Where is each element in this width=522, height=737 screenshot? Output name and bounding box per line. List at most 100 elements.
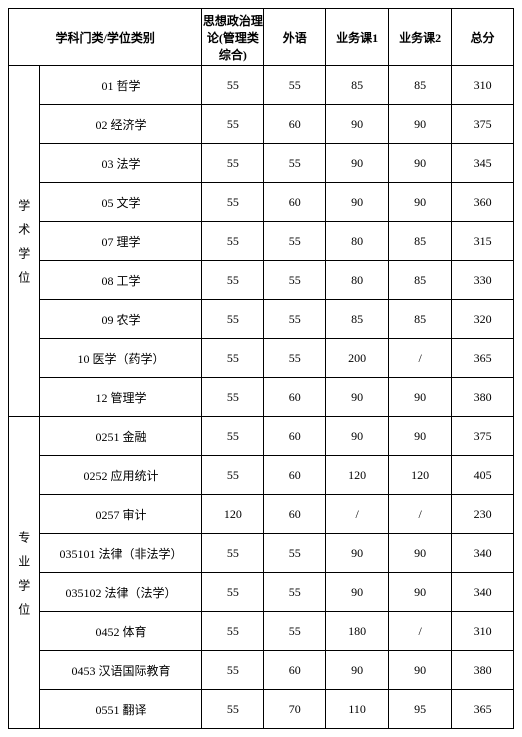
total-score: 365 [452, 690, 514, 729]
table-row: 10 医学（药学）5555200/365 [9, 339, 514, 378]
course1-score: 90 [326, 534, 389, 573]
table-row: 09 农学55558585320 [9, 300, 514, 339]
politics-score: 55 [202, 261, 264, 300]
foreign-score: 55 [264, 144, 326, 183]
course2-score: 90 [389, 573, 452, 612]
politics-score: 55 [202, 66, 264, 105]
politics-score: 55 [202, 573, 264, 612]
group-label: 专业学位 [9, 417, 40, 729]
total-score: 330 [452, 261, 514, 300]
politics-score: 55 [202, 378, 264, 417]
foreign-score: 55 [264, 222, 326, 261]
foreign-score: 55 [264, 612, 326, 651]
header-category: 学科门类/学位类别 [9, 9, 202, 66]
table-row: 07 理学55558085315 [9, 222, 514, 261]
politics-score: 55 [202, 417, 264, 456]
course1-score: 110 [326, 690, 389, 729]
subject-name: 08 工学 [40, 261, 202, 300]
foreign-score: 55 [264, 261, 326, 300]
politics-score: 55 [202, 144, 264, 183]
subject-name: 12 管理学 [40, 378, 202, 417]
subject-name: 0453 汉语国际教育 [40, 651, 202, 690]
politics-score: 55 [202, 456, 264, 495]
total-score: 380 [452, 378, 514, 417]
course1-score: 90 [326, 183, 389, 222]
total-score: 310 [452, 66, 514, 105]
table-row: 0452 体育5555180/310 [9, 612, 514, 651]
course1-score: 90 [326, 144, 389, 183]
politics-score: 55 [202, 183, 264, 222]
foreign-score: 60 [264, 456, 326, 495]
course2-score: 85 [389, 66, 452, 105]
course1-score: 90 [326, 105, 389, 144]
table-row: 0257 审计12060//230 [9, 495, 514, 534]
course1-score: 85 [326, 300, 389, 339]
table-body: 学术学位01 哲学5555858531002 经济学5560909037503 … [9, 66, 514, 729]
table-row: 08 工学55558085330 [9, 261, 514, 300]
course1-score: / [326, 495, 389, 534]
subject-name: 09 农学 [40, 300, 202, 339]
total-score: 320 [452, 300, 514, 339]
course1-score: 120 [326, 456, 389, 495]
politics-score: 55 [202, 222, 264, 261]
foreign-score: 60 [264, 105, 326, 144]
politics-score: 55 [202, 612, 264, 651]
table-row: 12 管理学55609090380 [9, 378, 514, 417]
table-row: 05 文学55609090360 [9, 183, 514, 222]
course1-score: 85 [326, 66, 389, 105]
table-row: 02 经济学55609090375 [9, 105, 514, 144]
course1-score: 200 [326, 339, 389, 378]
politics-score: 120 [202, 495, 264, 534]
header-course2: 业务课2 [389, 9, 452, 66]
course2-score: 95 [389, 690, 452, 729]
subject-name: 03 法学 [40, 144, 202, 183]
subject-name: 0452 体育 [40, 612, 202, 651]
subject-name: 05 文学 [40, 183, 202, 222]
course1-score: 90 [326, 378, 389, 417]
politics-score: 55 [202, 339, 264, 378]
subject-name: 07 理学 [40, 222, 202, 261]
course1-score: 90 [326, 417, 389, 456]
course1-score: 90 [326, 651, 389, 690]
politics-score: 55 [202, 690, 264, 729]
course1-score: 90 [326, 573, 389, 612]
subject-name: 0252 应用统计 [40, 456, 202, 495]
politics-score: 55 [202, 300, 264, 339]
politics-score: 55 [202, 105, 264, 144]
foreign-score: 60 [264, 417, 326, 456]
table-row: 0252 应用统计5560120120405 [9, 456, 514, 495]
course2-score: 90 [389, 534, 452, 573]
total-score: 310 [452, 612, 514, 651]
table-row: 学术学位01 哲学55558585310 [9, 66, 514, 105]
course2-score: 85 [389, 222, 452, 261]
subject-name: 0551 翻译 [40, 690, 202, 729]
course2-score: 90 [389, 105, 452, 144]
subject-name: 035102 法律（法学） [40, 573, 202, 612]
foreign-score: 55 [264, 66, 326, 105]
subject-name: 035101 法律（非法学） [40, 534, 202, 573]
total-score: 405 [452, 456, 514, 495]
table-row: 035102 法律（法学）55559090340 [9, 573, 514, 612]
foreign-score: 55 [264, 573, 326, 612]
course2-score: 90 [389, 378, 452, 417]
total-score: 315 [452, 222, 514, 261]
table-row: 035101 法律（非法学）55559090340 [9, 534, 514, 573]
header-foreign: 外语 [264, 9, 326, 66]
subject-name: 0257 审计 [40, 495, 202, 534]
table-row: 03 法学55559090345 [9, 144, 514, 183]
total-score: 230 [452, 495, 514, 534]
course2-score: / [389, 612, 452, 651]
subject-name: 01 哲学 [40, 66, 202, 105]
total-score: 345 [452, 144, 514, 183]
course2-score: 90 [389, 144, 452, 183]
header-total: 总分 [452, 9, 514, 66]
total-score: 375 [452, 105, 514, 144]
total-score: 375 [452, 417, 514, 456]
table-row: 0453 汉语国际教育55609090380 [9, 651, 514, 690]
foreign-score: 55 [264, 300, 326, 339]
header-course1: 业务课1 [326, 9, 389, 66]
foreign-score: 60 [264, 183, 326, 222]
course1-score: 80 [326, 261, 389, 300]
course2-score: 90 [389, 651, 452, 690]
course2-score: 90 [389, 183, 452, 222]
